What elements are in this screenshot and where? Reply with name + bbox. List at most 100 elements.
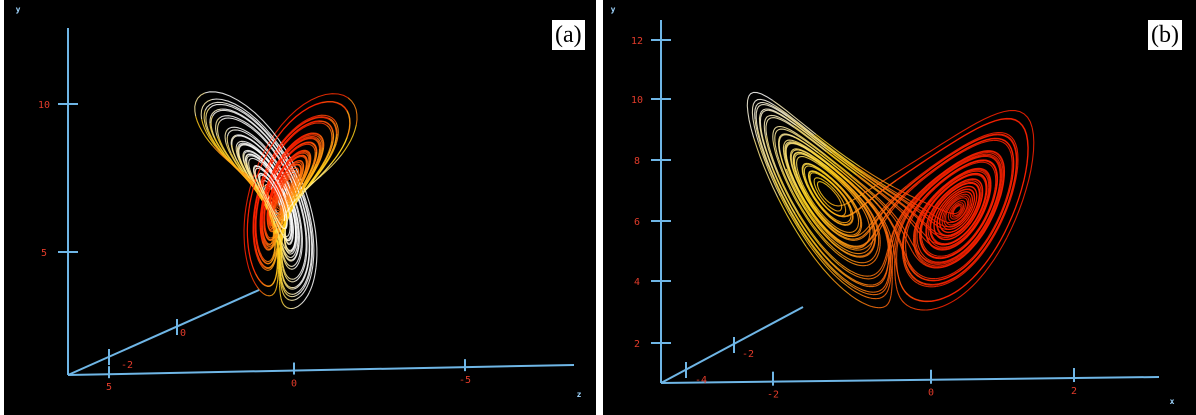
trajectory-segment: [246, 178, 257, 225]
trajectory-segment: [824, 230, 839, 243]
trajectory-segment: [280, 168, 290, 179]
trajectory-segment: [933, 238, 939, 243]
trajectory-segment: [890, 291, 893, 296]
trajectory-segment: [866, 262, 873, 267]
trajectory-segment: [298, 179, 309, 195]
trajectory-segment: [878, 288, 884, 292]
trajectory-segment: [803, 166, 807, 173]
trajectory-segment: [317, 140, 321, 153]
trajectory-segment: [288, 162, 297, 169]
y-tick-label: 5: [41, 248, 47, 259]
trajectory-segment: [758, 114, 766, 149]
trajectory-segment: [927, 216, 932, 226]
trajectory-segment: [309, 144, 316, 152]
trajectory-segment: [878, 291, 883, 295]
trajectory-segment: [815, 133, 861, 168]
trajectory-segment: [792, 216, 819, 254]
trajectory-segment: [922, 263, 931, 268]
trajectory-segment: [267, 226, 272, 231]
trajectory-segment: [301, 164, 304, 173]
trajectory-segment: [771, 117, 795, 129]
trajectory-segment: [872, 293, 879, 296]
trajectory-segment: [284, 289, 289, 294]
trajectory-segment: [237, 109, 279, 148]
trajectory-segment: [763, 102, 796, 123]
trajectory-segment: [902, 253, 906, 262]
trajectory-segment: [947, 265, 964, 277]
trajectory-segment: [816, 162, 832, 175]
trajectory-segment: [214, 146, 236, 168]
trajectory-segment: [965, 150, 988, 159]
trajectory-segment: [830, 238, 844, 249]
trajectory-segment: [1000, 161, 1004, 184]
trajectory-segment: [971, 208, 980, 222]
trajectory-segment: [896, 235, 900, 245]
trajectory-segment: [817, 186, 821, 192]
trajectory-segment: [973, 202, 980, 216]
trajectory-segment: [941, 162, 963, 178]
trajectory-segment: [864, 244, 871, 249]
trajectory-segment: [951, 215, 954, 218]
trajectory-segment: [913, 298, 922, 302]
trajectory-segment: [315, 148, 321, 165]
trajectory-segment: [881, 221, 887, 233]
trajectory-segment: [968, 155, 988, 162]
depth-tick-label: -2: [742, 349, 754, 360]
trajectory-segment: [895, 238, 898, 248]
trajectory-segment: [956, 205, 959, 208]
trajectory-segment: [954, 205, 957, 209]
trajectory-segment: [854, 165, 888, 188]
trajectory-segment: [947, 233, 955, 236]
trajectory-segment: [961, 204, 963, 207]
trajectory-segment: [987, 189, 996, 213]
trajectory-segment: [871, 225, 874, 234]
trajectory-segment: [210, 115, 216, 139]
trajectory-segment: [948, 207, 952, 213]
trajectory-segment: [936, 223, 938, 229]
trajectory-segment: [954, 216, 957, 218]
trajectory-segment: [867, 235, 871, 242]
trajectory-segment: [945, 284, 966, 298]
trajectory-segment: [799, 192, 815, 216]
trajectory-segment: [931, 260, 940, 263]
trajectory-segment: [276, 197, 279, 204]
trajectory-segment: [774, 104, 815, 136]
trajectory-segment: [278, 177, 285, 188]
trajectory-segment: [835, 193, 840, 199]
trajectory-segment: [927, 250, 934, 256]
trajectory-segment: [782, 143, 786, 162]
trajectory-segment: [867, 234, 874, 242]
trajectory-segment: [309, 154, 311, 165]
trajectory-segment: [287, 115, 318, 136]
trajectory-segment: [808, 170, 812, 175]
trajectory-segment: [291, 160, 315, 224]
trajectory-segment: [912, 191, 926, 206]
trajectory-segment: [869, 240, 874, 248]
trajectory-segment: [269, 266, 274, 271]
trajectory-segment: [929, 221, 932, 230]
trajectory-segment: [917, 216, 923, 228]
trajectory-segment: [274, 188, 281, 199]
trajectory-segment: [889, 244, 893, 254]
trajectory-segment: [960, 211, 964, 216]
trajectory-segment: [817, 210, 830, 224]
trajectory-segment: [987, 181, 991, 199]
trajectory-segment: [265, 244, 270, 247]
trajectory-segment: [857, 215, 860, 223]
trajectory-segment: [809, 174, 812, 180]
trajectory-segment: [300, 163, 303, 169]
trajectory-segment: [931, 210, 937, 219]
trajectory-segment: [257, 167, 265, 172]
trajectory-segment: [273, 224, 278, 235]
trajectory-segment: [279, 238, 283, 246]
trajectory-segment: [284, 275, 289, 280]
trajectory-segment: [881, 224, 887, 235]
trajectory-segment: [254, 230, 259, 250]
trajectory-segment: [280, 296, 283, 301]
trajectory-segment: [939, 249, 948, 251]
trajectory-segment: [285, 256, 290, 261]
trajectory-segment: [295, 180, 303, 193]
trajectory-segment: [274, 183, 282, 198]
trajectory-segment: [825, 154, 853, 177]
x-tick-label: 0: [928, 388, 934, 399]
